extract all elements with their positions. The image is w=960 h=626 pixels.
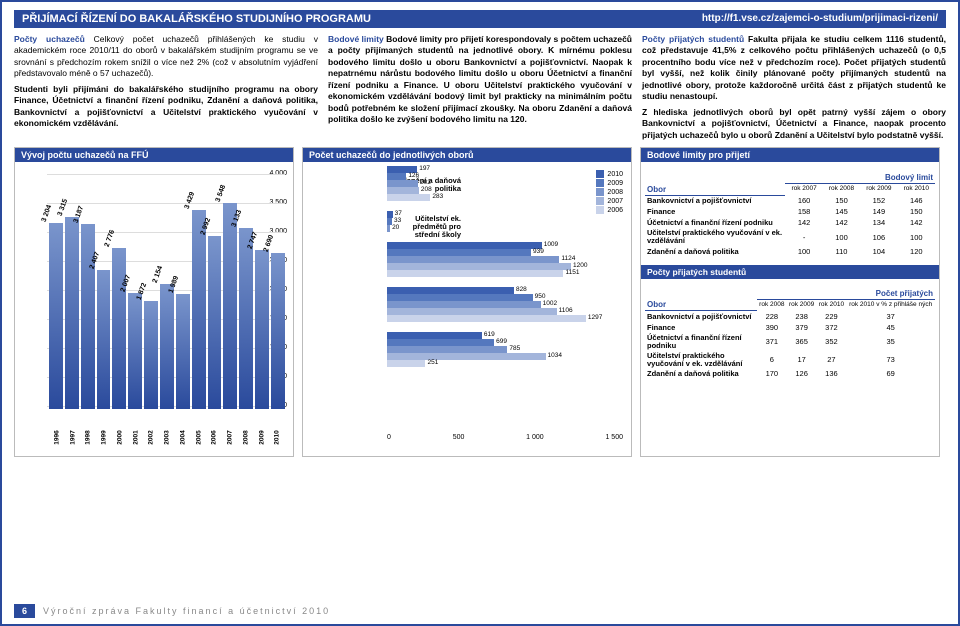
col-2: Bodové limity Bodové limity pro přijetí …	[328, 34, 632, 141]
lead-1: Počty uchazečů	[14, 34, 85, 44]
hbar-chart-area: 20102009200820072006Zdanění a daňová pol…	[307, 166, 627, 441]
table-row: Účetnictví a finanční řízení podniku1421…	[645, 217, 935, 228]
accepted-table: Počet přijatýchOborrok 2008rok 2009rok 2…	[645, 288, 935, 380]
hbar: 1200	[387, 263, 571, 270]
table-row: Učitelství praktického vyučování v ek. v…	[645, 351, 935, 369]
col-3: Počty přijatých studentů Fakulta přijala…	[642, 34, 946, 141]
hbar: 1106	[387, 308, 557, 315]
header-url[interactable]: http://f1.vse.cz/zajemci-o-studium/priji…	[702, 13, 938, 25]
footer: 6 Výroční zpráva Fakulty financí a účetn…	[14, 604, 946, 618]
bar: 3 187	[81, 224, 95, 409]
bar: 2 154	[160, 284, 174, 409]
col-1: Počty uchazečů Celkový počet uchazečů př…	[14, 34, 318, 141]
text-columns: Počty uchazečů Celkový počet uchazečů př…	[14, 34, 946, 141]
table-row: Učitelství praktického vyučování v ek. v…	[645, 228, 935, 246]
bar: 2 747	[255, 250, 269, 409]
hbar: 208	[387, 187, 419, 194]
bar: 3 315	[65, 217, 79, 409]
panel-mid-title: Počet uchazečů do jednotlivých oborů	[303, 148, 631, 162]
bar: 1 989	[176, 294, 190, 409]
table-row: Zdanění a daňová politika17012613669	[645, 368, 935, 379]
table-row: Bankovnictví a pojišťovnictví16015015214…	[645, 195, 935, 206]
panel-left-title: Vývoj počtu uchazečů na FFÚ	[15, 148, 293, 162]
page: PŘIJÍMACÍ ŘÍZENÍ DO BAKALÁŘSKÉHO STUDIJN…	[0, 0, 960, 626]
p3: Fakulta přijala ke studiu celkem 1116 st…	[642, 34, 946, 101]
p2: Bodové limity pro přijetí korespondovaly…	[328, 34, 632, 124]
table-row: Účetnictví a finanční řízení podniku3713…	[645, 333, 935, 351]
hbar: 699	[387, 339, 494, 346]
table-row: Finance39037937245	[645, 322, 935, 333]
bar: 3 133	[239, 228, 253, 410]
p3b: Z hlediska jednotlivých oborů byl opět p…	[642, 107, 946, 141]
bar: 3 429	[192, 210, 206, 409]
hbar: 126	[387, 173, 406, 180]
hbar: 1124	[387, 256, 559, 263]
bar-chart-area: 05001 0001 5002 0002 5003 0003 5004 0003…	[19, 166, 289, 441]
table-row: Zdanění a daňová politika100110104120	[645, 246, 935, 257]
lead-3: Počty přijatých studentů	[642, 34, 744, 44]
hbar: 939	[387, 249, 531, 256]
bar: 1 872	[144, 301, 158, 410]
bar: 2 007	[128, 293, 142, 409]
hbar: 619	[387, 332, 482, 339]
lead-2: Bodové limity	[328, 34, 384, 44]
bar: 2 992	[208, 236, 222, 410]
hbar: 251	[387, 360, 425, 367]
hbar: 785	[387, 346, 507, 353]
table-row: Bankovnictví a pojišťovnictví22823822937	[645, 311, 935, 322]
page-header: PŘIJÍMACÍ ŘÍZENÍ DO BAKALÁŘSKÉHO STUDIJN…	[14, 10, 946, 28]
hbar: 1297	[387, 315, 586, 322]
hbar: 950	[387, 294, 533, 301]
hbar: 283	[387, 194, 430, 201]
hbar: 1034	[387, 353, 546, 360]
panel-bar-chart: Vývoj počtu uchazečů na FFÚ 05001 0001 5…	[14, 147, 294, 457]
bar: 2 690	[271, 253, 285, 409]
bar: 3 204	[49, 223, 63, 409]
footer-text: Výroční zpráva Fakulty financí a účetnic…	[43, 606, 330, 616]
bar: 3 548	[223, 203, 237, 409]
panel-r1-title: Bodové limity pro přijetí	[641, 148, 939, 162]
bar: 2 407	[97, 270, 111, 410]
table-row: Finance158145149150	[645, 206, 935, 217]
hbar: 20	[387, 225, 390, 232]
hbar: 828	[387, 287, 514, 294]
panels-row: Vývoj počtu uchazečů na FFÚ 05001 0001 5…	[14, 147, 946, 457]
header-title: PŘIJÍMACÍ ŘÍZENÍ DO BAKALÁŘSKÉHO STUDIJN…	[22, 13, 371, 25]
hbar: 1002	[387, 301, 541, 308]
page-number: 6	[14, 604, 35, 618]
panel-tables: Bodové limity pro přijetí Bodový limitOb…	[640, 147, 940, 457]
limits-table: Bodový limitOborrok 2007rok 2008rok 2009…	[645, 172, 935, 257]
panel-hbar-chart: Počet uchazečů do jednotlivých oborů 201…	[302, 147, 632, 457]
hbar: 37	[387, 211, 393, 218]
hbar: 1009	[387, 242, 542, 249]
panel-r2-title: Počty přijatých studentů	[641, 265, 939, 279]
hbar: 1151	[387, 270, 563, 277]
p1b: Studenti byli přijímáni do bakalářského …	[14, 84, 318, 130]
hbar: 202	[387, 180, 418, 187]
bar: 2 776	[112, 248, 126, 409]
